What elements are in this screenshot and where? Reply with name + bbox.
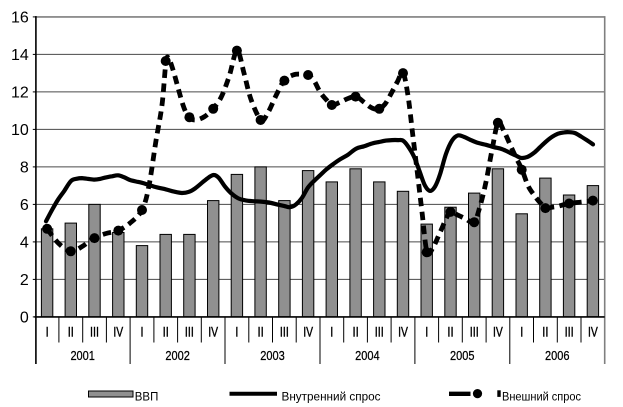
svg-text:II: II: [447, 324, 453, 340]
svg-text:2006: 2006: [545, 348, 570, 363]
svg-text:16: 16: [11, 10, 29, 27]
svg-text:II: II: [68, 324, 74, 340]
svg-text:2003: 2003: [260, 348, 285, 363]
svg-text:II: II: [353, 324, 359, 340]
svg-text:8: 8: [20, 160, 29, 177]
svg-text:III: III: [280, 324, 289, 340]
svg-text:IV: IV: [493, 324, 503, 340]
svg-text:Внутренний спрос: Внутренний спрос: [282, 389, 381, 403]
svg-text:I: I: [330, 324, 333, 340]
svg-text:2: 2: [20, 272, 29, 289]
svg-text:III: III: [185, 324, 194, 340]
svg-text:III: III: [470, 324, 479, 340]
svg-text:III: III: [375, 324, 384, 340]
svg-text:2002: 2002: [165, 348, 190, 363]
svg-text:IV: IV: [303, 324, 313, 340]
svg-text:III: III: [90, 324, 99, 340]
svg-text:II: II: [258, 324, 264, 340]
svg-text:Внешний спрос: Внешний спрос: [502, 389, 581, 403]
svg-text:6: 6: [20, 197, 29, 214]
svg-text:I: I: [520, 324, 523, 340]
svg-text:4: 4: [20, 235, 29, 252]
svg-text:2001: 2001: [70, 348, 95, 363]
svg-text:I: I: [425, 324, 428, 340]
svg-text:IV: IV: [588, 324, 598, 340]
svg-text:I: I: [141, 324, 144, 340]
svg-text:2004: 2004: [355, 348, 380, 363]
svg-text:12: 12: [11, 85, 29, 102]
svg-text:III: III: [565, 324, 574, 340]
svg-text:ВВП: ВВП: [135, 389, 159, 403]
svg-text:I: I: [235, 324, 238, 340]
svg-text:IV: IV: [113, 324, 123, 340]
svg-text:14: 14: [11, 47, 29, 64]
svg-text:I: I: [46, 324, 49, 340]
svg-text:II: II: [542, 324, 548, 340]
svg-text:0: 0: [20, 310, 29, 327]
svg-text:IV: IV: [208, 324, 218, 340]
svg-text:10: 10: [11, 122, 29, 139]
svg-text:2005: 2005: [450, 348, 475, 363]
svg-text:II: II: [163, 324, 169, 340]
svg-text:IV: IV: [398, 324, 408, 340]
